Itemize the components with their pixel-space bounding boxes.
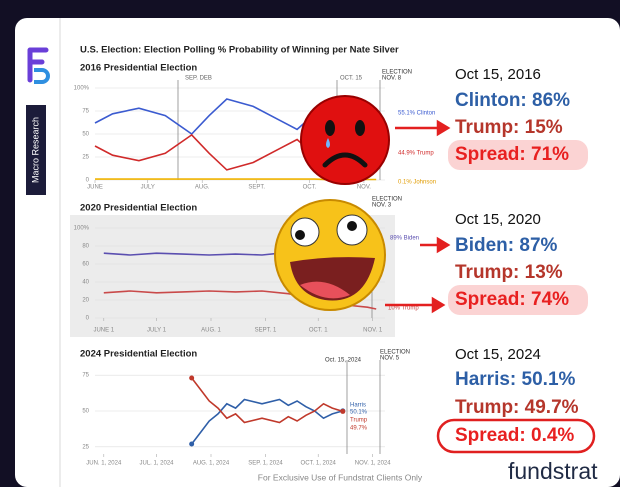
y-tick-label: 100% [74,86,90,92]
annotation: 44.9% Trump [398,151,434,157]
y-tick-label: 0 [86,178,90,184]
spread-highlight [448,140,588,170]
x-tick-label: SEPT. [248,185,265,191]
annotation: 50.1% [350,410,368,416]
end-point [189,375,195,381]
logo [27,47,50,84]
end-point [340,408,346,414]
x-tick-label: JUL. 1, 2024 [139,461,174,467]
callouts: Oct 15, 2016 Clinton: 86% Trump: 15% Spread… [436,66,596,454]
callout-date: Oct 15, 2024 [455,346,541,363]
annotation: SEP. DEB [185,76,212,82]
annotation: OCT. 15 [340,76,363,82]
x-tick-label: OCT. 1, 2024 [301,461,337,467]
y-tick-label: 25 [82,444,89,450]
series-line [191,377,344,424]
callout-line: Spread: 0.4% [455,425,574,446]
y-tick-label: 25 [82,155,89,161]
annotation: 0.1% Johnson [398,180,436,186]
callout-line: Biden: 87% [455,235,558,256]
annotation: NOV. 5 [380,356,400,362]
annotation: NOV. 8 [382,76,402,82]
x-tick-label: JULY [141,185,155,191]
sidebar-label-box [26,105,46,195]
y-tick-label: 80 [82,244,89,250]
y-tick-label: 75 [82,373,89,379]
x-tick-label: SEP. 1, 2024 [248,461,283,467]
annotation: 89% Biden [390,236,419,242]
callout-line: Harris: 50.1% [455,369,576,390]
y-tick-label: 50 [82,409,89,415]
y-tick-label: 50 [82,132,89,138]
annotation: 55.1% Clinton [398,111,435,117]
x-tick-label: AUG. 1 [201,328,221,334]
laughing-face [274,199,386,311]
x-tick-label: AUG. 1, 2024 [193,461,230,467]
sidebar-label: Macro Research [30,117,40,183]
chart-title: 2020 Presidential Election [80,203,197,214]
sad-face [300,95,390,185]
annotation: 49.7% [350,426,368,432]
annotation: ELECTION [372,197,402,203]
annotation: ELECTION [380,350,410,356]
line-chart: 2024 Presidential Election 25 50 75 JUN. 1, … [80,349,410,467]
x-tick-label: OCT. 1 [309,328,328,334]
annotation: ELECTION [382,70,412,76]
annotation: Trump [350,418,368,424]
callout-date: Oct 15, 2016 [455,66,541,83]
x-tick-label: JULY 1 [147,328,167,334]
x-tick-label: NOV. 1 [363,328,383,334]
callout-line: Spread: 71% [455,144,569,165]
y-tick-label: 100% [74,226,90,232]
end-point [189,441,195,447]
callout-line: Trump: 15% [455,117,563,138]
brand: fundstrat [508,458,598,484]
y-tick-label: 60 [82,262,89,268]
callout-line: Trump: 49.7% [455,397,579,418]
y-tick-label: 75 [82,109,89,115]
callout-date: Oct 15, 2020 [455,211,541,228]
slide-title: U.S. Election: Election Polling % Probab… [80,45,399,56]
x-tick-label: NOV. 1, 2024 [355,461,391,467]
y-tick-label: 20 [82,298,89,304]
callout-line: Clinton: 86% [455,90,570,111]
x-tick-label: OCT. [303,185,317,191]
footer-note: For Exclusive Use of Fundstrat Clients O… [258,472,423,482]
y-tick-label: 0 [86,316,90,322]
callout-line: Trump: 13% [455,262,563,283]
annotation: 10% Trump [388,306,419,312]
callout-line: Spread: 74% [455,289,569,310]
x-tick-label: NOV. [357,185,371,191]
y-tick-label: 40 [82,280,89,286]
chart-title: 2016 Presidential Election [80,63,197,74]
chart-title: 2024 Presidential Election [80,349,197,360]
spread-outline [436,418,596,454]
series-line [191,398,344,445]
annotation: NOV. 3 [372,203,392,209]
x-tick-label: AUG. [195,185,210,191]
x-tick-label: SEPT. 1 [255,328,277,334]
annotation: Oct. 15, 2024 [325,358,362,364]
x-tick-label: JUNE [87,185,103,191]
arrows [385,119,451,314]
spread-highlight [448,285,588,315]
x-tick-label: JUNE 1 [93,328,114,334]
x-tick-label: JUN. 1, 2024 [86,461,122,467]
annotation: Harris [350,403,366,409]
